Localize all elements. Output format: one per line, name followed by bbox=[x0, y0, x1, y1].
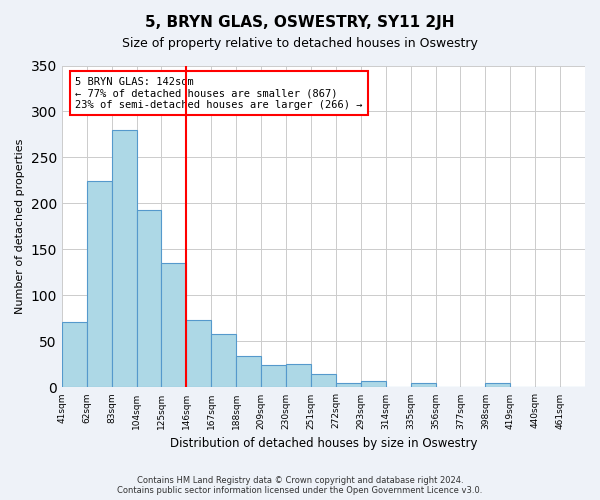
Bar bbox=[535, 386, 560, 388]
Bar bbox=[112, 130, 137, 388]
Text: 5 BRYN GLAS: 142sqm
← 77% of detached houses are smaller (867)
23% of semi-detac: 5 BRYN GLAS: 142sqm ← 77% of detached ho… bbox=[76, 76, 363, 110]
Y-axis label: Number of detached properties: Number of detached properties bbox=[15, 139, 25, 314]
Bar bbox=[410, 383, 436, 388]
Bar bbox=[286, 364, 311, 388]
Bar bbox=[87, 182, 112, 388]
Bar bbox=[361, 381, 386, 388]
Bar bbox=[485, 383, 510, 388]
Bar bbox=[137, 210, 161, 388]
Bar bbox=[311, 374, 336, 388]
Bar bbox=[161, 264, 187, 388]
X-axis label: Distribution of detached houses by size in Oswestry: Distribution of detached houses by size … bbox=[170, 437, 477, 450]
Bar bbox=[236, 356, 261, 388]
Bar bbox=[261, 366, 286, 388]
Text: Size of property relative to detached houses in Oswestry: Size of property relative to detached ho… bbox=[122, 38, 478, 51]
Bar bbox=[62, 322, 87, 388]
Bar bbox=[211, 334, 236, 388]
Text: Contains HM Land Registry data © Crown copyright and database right 2024.
Contai: Contains HM Land Registry data © Crown c… bbox=[118, 476, 482, 495]
Bar bbox=[187, 320, 211, 388]
Text: 5, BRYN GLAS, OSWESTRY, SY11 2JH: 5, BRYN GLAS, OSWESTRY, SY11 2JH bbox=[145, 15, 455, 30]
Bar bbox=[336, 383, 361, 388]
